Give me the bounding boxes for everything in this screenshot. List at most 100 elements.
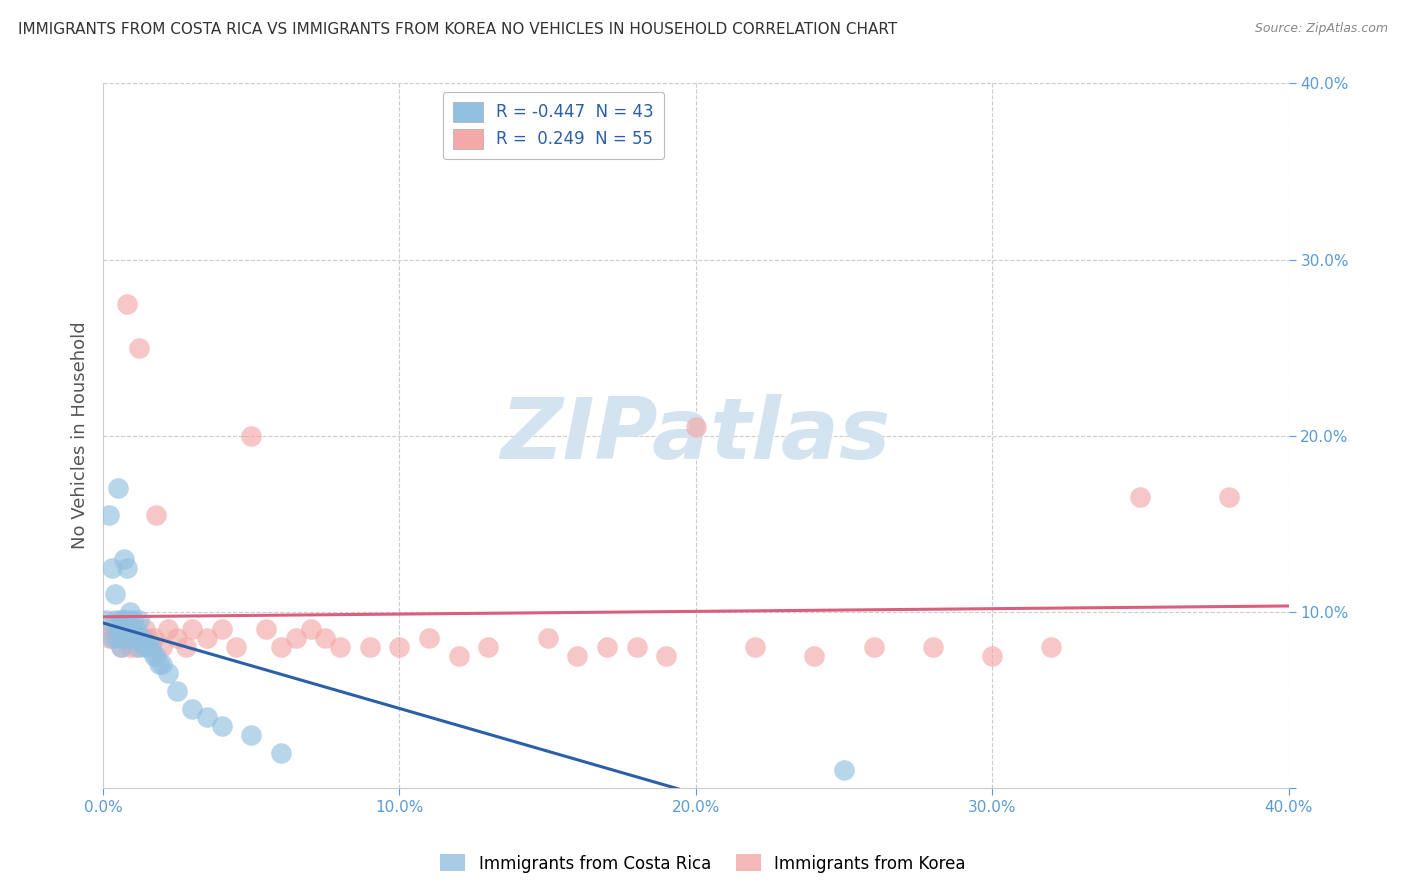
Point: [142, 631, 165, 645]
Point: [152, 640, 174, 654]
Point: [125, 631, 148, 645]
Point: [142, 648, 165, 663]
Text: ZIPatlas: ZIPatlas: [501, 394, 891, 477]
Point: [329, 640, 352, 654]
Point: [832, 763, 855, 777]
Point: [145, 648, 167, 663]
Point: [107, 482, 129, 496]
Point: [128, 614, 150, 628]
Point: [136, 631, 159, 645]
Point: [139, 640, 162, 654]
Point: [157, 622, 180, 636]
Point: [112, 614, 135, 628]
Point: [477, 640, 499, 654]
Point: [195, 710, 218, 724]
Point: [125, 622, 148, 636]
Point: [115, 560, 138, 574]
Point: [148, 657, 170, 672]
Point: [240, 428, 263, 442]
Point: [537, 631, 560, 645]
Point: [134, 622, 156, 636]
Point: [803, 648, 825, 663]
Point: [107, 622, 129, 636]
Point: [115, 622, 138, 636]
Point: [115, 296, 138, 310]
Point: [110, 640, 132, 654]
Point: [134, 640, 156, 654]
Point: [181, 622, 204, 636]
Point: [270, 746, 292, 760]
Point: [685, 419, 707, 434]
Point: [121, 622, 143, 636]
Point: [284, 631, 307, 645]
Point: [112, 631, 135, 645]
Point: [104, 587, 127, 601]
Point: [104, 631, 127, 645]
Point: [98, 508, 121, 522]
Point: [118, 605, 141, 619]
Point: [145, 508, 167, 522]
Point: [110, 614, 132, 628]
Point: [110, 640, 132, 654]
Legend: R = -0.447  N = 43, R =  0.249  N = 55: R = -0.447 N = 43, R = 0.249 N = 55: [443, 92, 664, 159]
Point: [447, 648, 470, 663]
Point: [101, 631, 124, 645]
Point: [131, 631, 153, 645]
Point: [115, 614, 138, 628]
Point: [225, 640, 247, 654]
Point: [101, 622, 124, 636]
Point: [118, 622, 141, 636]
Point: [166, 684, 188, 698]
Point: [98, 631, 121, 645]
Point: [121, 622, 143, 636]
Point: [121, 631, 143, 645]
Point: [157, 666, 180, 681]
Point: [596, 640, 619, 654]
Point: [166, 631, 188, 645]
Point: [195, 631, 218, 645]
Point: [121, 614, 143, 628]
Point: [112, 631, 135, 645]
Point: [299, 622, 322, 636]
Point: [1218, 490, 1240, 504]
Point: [981, 648, 1004, 663]
Point: [107, 622, 129, 636]
Point: [131, 631, 153, 645]
Point: [567, 648, 589, 663]
Point: [107, 631, 129, 645]
Point: [359, 640, 381, 654]
Point: [101, 560, 124, 574]
Point: [388, 640, 411, 654]
Point: [136, 640, 159, 654]
Point: [314, 631, 336, 645]
Point: [115, 622, 138, 636]
Text: Source: ZipAtlas.com: Source: ZipAtlas.com: [1254, 22, 1388, 36]
Point: [270, 640, 292, 654]
Point: [181, 701, 204, 715]
Point: [174, 640, 197, 654]
Point: [744, 640, 766, 654]
Point: [112, 631, 135, 645]
Point: [211, 719, 233, 733]
Point: [1129, 490, 1152, 504]
Point: [211, 622, 233, 636]
Point: [1040, 640, 1063, 654]
Point: [128, 341, 150, 355]
Point: [655, 648, 678, 663]
Point: [922, 640, 945, 654]
Text: IMMIGRANTS FROM COSTA RICA VS IMMIGRANTS FROM KOREA NO VEHICLES IN HOUSEHOLD COR: IMMIGRANTS FROM COSTA RICA VS IMMIGRANTS…: [18, 22, 897, 37]
Point: [112, 552, 135, 566]
Point: [110, 614, 132, 628]
Point: [121, 631, 143, 645]
Point: [254, 622, 277, 636]
Point: [626, 640, 648, 654]
Y-axis label: No Vehicles in Household: No Vehicles in Household: [72, 322, 89, 549]
Point: [240, 728, 263, 742]
Legend: Immigrants from Costa Rica, Immigrants from Korea: Immigrants from Costa Rica, Immigrants f…: [433, 847, 973, 880]
Point: [152, 657, 174, 672]
Point: [128, 640, 150, 654]
Point: [862, 640, 884, 654]
Point: [139, 640, 162, 654]
Point: [125, 640, 148, 654]
Point: [118, 640, 141, 654]
